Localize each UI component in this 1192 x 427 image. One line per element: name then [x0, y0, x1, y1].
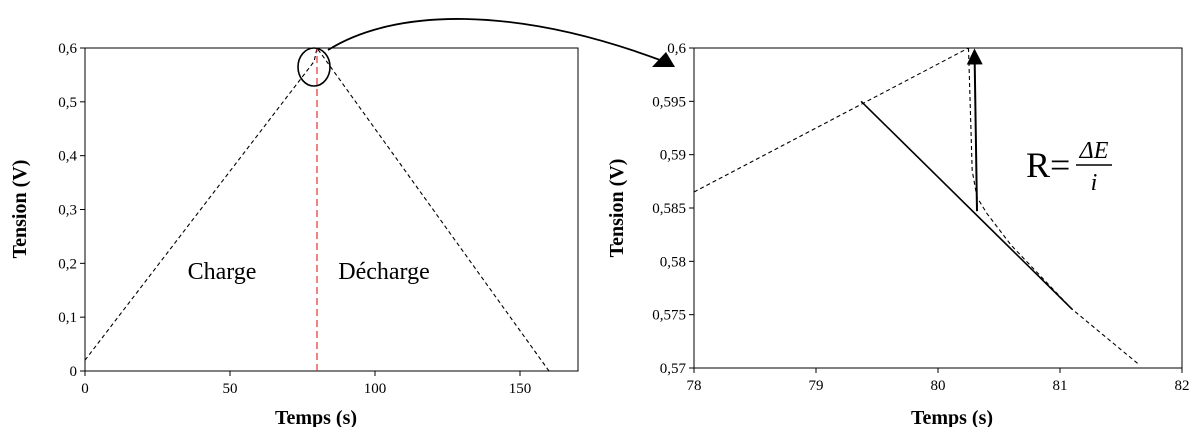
x-tick-label: 100	[364, 381, 387, 397]
y-tick-labels: 0 0,1 0,2 0,3 0,4 0,5 0,6	[58, 41, 85, 380]
y-tick-label: 0,6	[58, 41, 77, 57]
y-axis-title: Tension (V)	[606, 159, 628, 258]
y-tick-labels: 0,57 0,575 0,58 0,585 0,59 0,595 0,6	[652, 41, 694, 377]
y-tick-label: 0,585	[652, 201, 686, 217]
x-tick-label: 82	[1175, 378, 1190, 394]
x-tick-labels: 0 50 100 150	[81, 371, 531, 397]
y-tick-label: 0,57	[660, 361, 687, 377]
series-group	[693, 47, 1140, 366]
zoom-circle	[297, 47, 331, 87]
y-tick-label: 0	[70, 364, 78, 380]
x-axis-title: Temps (s)	[275, 407, 357, 427]
series-line-2	[860, 100, 1073, 310]
y-tick-label: 0,59	[660, 148, 686, 164]
series-group	[84, 46, 550, 372]
y-tick-label: 0,2	[58, 256, 77, 272]
charge-discharge-chart: 00,10,20,30,40,50,6 0 50 100 150 Temps (s) …	[9, 41, 579, 427]
y-tick-label: 0,575	[652, 308, 686, 324]
resistance-formula: R= ΔE i	[1026, 138, 1112, 196]
y-tick-label: 0,1	[58, 310, 77, 326]
x-axis-title: Temps (s)	[911, 407, 993, 427]
y-tick-label: 0,58	[660, 254, 686, 270]
x-tick-label: 78	[687, 378, 702, 394]
y-tick-label: 0,3	[58, 203, 77, 219]
y-tick-label: 0,6	[667, 41, 686, 57]
y-tick-label: 0,5	[58, 95, 77, 111]
decharge-label: Décharge	[338, 259, 430, 285]
x-tick-label: 81	[1053, 378, 1068, 394]
formula-lhs: R=	[1026, 145, 1070, 185]
series-line-1	[967, 47, 1140, 366]
x-tick-label: 0	[81, 381, 89, 397]
y-tick-label: 0,595	[652, 94, 686, 110]
x-tick-labels: 78 79 80 81 82	[687, 368, 1190, 394]
formula-denominator: i	[1091, 170, 1098, 196]
formula-numerator: ΔE	[1079, 138, 1109, 164]
x-tick-label: 150	[509, 381, 532, 397]
x-tick-label: 50	[223, 381, 238, 397]
connector-curve	[327, 18, 661, 61]
x-tick-label: 80	[931, 378, 946, 394]
connector-arrowhead	[652, 52, 675, 67]
zoom-connector	[327, 18, 675, 67]
plot-area	[693, 47, 1183, 369]
series-line-0	[693, 47, 969, 193]
zoom-chart: 0,57 0,575 0,58 0,585 0,59 0,595 0,6 78 79 80 81 8…	[606, 41, 1190, 427]
x-tick-label: 79	[809, 378, 824, 394]
series-line-0	[84, 46, 550, 372]
charge-label: Charge	[188, 259, 257, 285]
y-tick-label: 0,4	[58, 149, 77, 165]
y-axis-title: Tension (V)	[9, 160, 31, 259]
series-line-3	[966, 48, 983, 212]
plot-area	[84, 47, 579, 372]
